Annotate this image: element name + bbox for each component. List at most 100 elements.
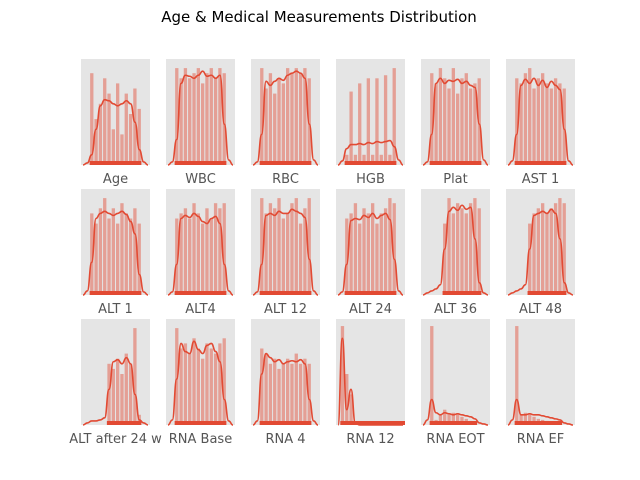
histogram-bar xyxy=(107,93,111,165)
histogram-bar xyxy=(222,203,226,295)
histogram-bar xyxy=(281,363,285,425)
histogram-bar xyxy=(532,416,536,425)
subplot-panel: RNA 12 xyxy=(336,319,405,447)
histogram-bar xyxy=(438,414,443,425)
kde-curve xyxy=(337,139,404,166)
histogram-bar xyxy=(541,203,545,295)
histogram-bar xyxy=(116,223,120,295)
histogram-bar xyxy=(366,213,370,295)
histogram-bar xyxy=(286,213,290,295)
histogram-bar xyxy=(353,203,358,295)
x-axis-label: Plat xyxy=(443,172,468,187)
kde-curve xyxy=(507,208,574,296)
histogram-bar xyxy=(558,83,562,165)
subplot-panel: ALT 1 xyxy=(81,189,150,317)
histogram-bar xyxy=(133,208,137,295)
histogram-bar xyxy=(196,68,200,165)
histogram-bar xyxy=(358,223,362,295)
subplot-panel: AST 1 xyxy=(506,59,575,187)
histogram-bar xyxy=(260,198,264,295)
histogram-bar xyxy=(281,83,285,165)
histogram-bar xyxy=(188,78,192,165)
histogram-bar xyxy=(111,208,115,295)
panel-background xyxy=(506,319,575,425)
histogram-bar xyxy=(90,213,94,295)
histogram-bar xyxy=(175,68,179,165)
histogram-bar xyxy=(362,208,366,295)
histogram-bar xyxy=(213,353,218,425)
histogram-bar xyxy=(175,328,179,425)
histogram-bar xyxy=(430,326,434,425)
histogram-bar xyxy=(528,223,532,295)
histogram-bar xyxy=(536,208,540,295)
x-axis-label: ALT4 xyxy=(185,302,216,317)
x-axis-label: RNA 4 xyxy=(265,432,305,447)
histogram-bar xyxy=(209,68,213,165)
histogram-bar xyxy=(562,88,566,165)
histogram-bar xyxy=(388,154,392,165)
histogram-bar xyxy=(103,78,107,165)
x-axis-label: ALT after 24 w xyxy=(69,432,162,447)
histogram-bar xyxy=(307,198,311,295)
histogram-bar xyxy=(277,368,281,425)
histogram-bar xyxy=(273,93,277,165)
histogram-bar xyxy=(456,414,460,425)
histogram-bar xyxy=(523,412,528,425)
histogram-bar xyxy=(273,208,277,295)
histogram-bar xyxy=(549,88,553,165)
histogram-bar xyxy=(545,213,549,295)
histogram-bar xyxy=(175,218,179,295)
histogram-bar xyxy=(98,208,103,295)
histogram-bar xyxy=(519,83,523,165)
histogram-bar xyxy=(90,73,94,165)
kde-curve xyxy=(422,398,489,426)
histogram-bar xyxy=(549,208,553,295)
histogram-bar xyxy=(133,88,137,165)
histogram-bar xyxy=(379,154,383,165)
histogram-bar xyxy=(345,374,349,425)
kde-curve xyxy=(507,398,574,426)
histogram-bar xyxy=(137,108,141,165)
subplot-panel: ALT4 xyxy=(166,189,235,317)
x-axis-label: HGB xyxy=(356,172,385,187)
x-axis-label: ALT 12 xyxy=(264,302,307,317)
x-axis-label: RNA EF xyxy=(517,432,564,447)
histogram-bar xyxy=(268,203,273,295)
histogram-bar xyxy=(468,203,473,295)
rug-marks xyxy=(514,161,567,165)
histogram-bar xyxy=(443,409,447,425)
subplot-panel: WBC xyxy=(166,59,235,187)
subplot-grid: Age WBC RBC HGB Plat AST 1 ALT 1 ALT4 ALT 12 ALT … xyxy=(69,59,575,447)
subplot-panel: ALT after 24 w xyxy=(69,319,162,447)
histogram-bar xyxy=(523,73,528,165)
histogram-bar xyxy=(519,414,523,425)
histogram-bar xyxy=(116,83,120,165)
histogram-bar xyxy=(196,213,200,295)
rug-marks xyxy=(344,161,397,165)
subplot-panel: ALT 12 xyxy=(251,189,320,317)
histogram-bar xyxy=(392,203,396,295)
histogram-bar xyxy=(290,363,294,425)
histogram-bar xyxy=(273,358,277,425)
x-axis-label: RNA 12 xyxy=(346,432,394,447)
rug-marks xyxy=(429,161,482,165)
histogram-bar xyxy=(205,73,209,165)
subplot-panel: RNA EF xyxy=(506,319,575,447)
histogram-bar xyxy=(383,208,388,295)
rug-marks xyxy=(174,291,227,295)
histogram-bar xyxy=(294,68,298,165)
histogram-bar xyxy=(124,93,128,165)
histogram-bar xyxy=(298,73,303,165)
histogram-bar xyxy=(264,353,268,425)
histogram-bar xyxy=(307,78,311,165)
histogram-bar xyxy=(196,348,200,425)
histogram-bar xyxy=(120,374,124,425)
rug-marks xyxy=(89,291,142,295)
histogram-bar xyxy=(222,73,226,165)
histogram-bar xyxy=(375,223,379,295)
histogram-bar xyxy=(179,78,183,165)
kde-curve xyxy=(422,204,489,296)
histogram-bar xyxy=(124,213,128,295)
histogram-bar xyxy=(205,343,209,425)
histogram-bar xyxy=(179,213,183,295)
